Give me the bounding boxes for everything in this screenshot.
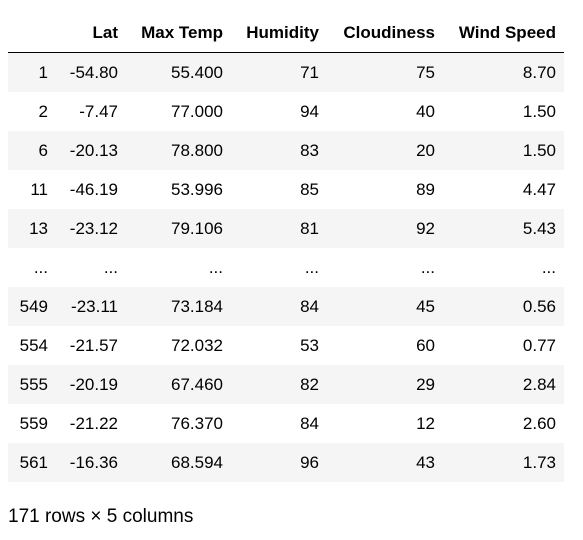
table-header: Lat Max Temp Humidity Cloudiness Wind Sp… (8, 14, 564, 53)
cell-wind-speed: 1.73 (443, 443, 564, 482)
cell-wind-speed: 4.47 (443, 170, 564, 209)
cell-max-temp: 77.000 (126, 92, 231, 131)
dataframe-table: Lat Max Temp Humidity Cloudiness Wind Sp… (8, 14, 564, 482)
cell-max-temp: 72.032 (126, 326, 231, 365)
cell-lat: -54.80 (56, 52, 126, 92)
cell-lat: -20.13 (56, 131, 126, 170)
index-header (8, 14, 56, 53)
cell-max-temp: 78.800 (126, 131, 231, 170)
table-row: 13 -23.12 79.106 81 92 5.43 (8, 209, 564, 248)
cell-wind-speed: 0.77 (443, 326, 564, 365)
column-header-max-temp: Max Temp (126, 14, 231, 53)
cell-humidity: 84 (231, 287, 327, 326)
column-header-cloudiness: Cloudiness (327, 14, 443, 53)
cell-lat: -16.36 (56, 443, 126, 482)
cell-cloudiness: 29 (327, 365, 443, 404)
table-row: 554 -21.57 72.032 53 60 0.77 (8, 326, 564, 365)
table-row: 2 -7.47 77.000 94 40 1.50 (8, 92, 564, 131)
cell-cloudiness: 40 (327, 92, 443, 131)
cell-max-temp: 68.594 (126, 443, 231, 482)
cell-wind-speed: 1.50 (443, 131, 564, 170)
cell-wind-speed: 0.56 (443, 287, 564, 326)
cell-cloudiness: ... (327, 248, 443, 287)
cell-lat: -23.12 (56, 209, 126, 248)
row-index: 11 (8, 170, 56, 209)
table-row: .................. (8, 248, 564, 287)
column-header-lat: Lat (56, 14, 126, 53)
cell-wind-speed: ... (443, 248, 564, 287)
row-index: 13 (8, 209, 56, 248)
cell-wind-speed: 8.70 (443, 52, 564, 92)
cell-max-temp: 76.370 (126, 404, 231, 443)
cell-humidity: 94 (231, 92, 327, 131)
cell-max-temp: 53.996 (126, 170, 231, 209)
row-index: 559 (8, 404, 56, 443)
table-row: 6 -20.13 78.800 83 20 1.50 (8, 131, 564, 170)
cell-lat: -46.19 (56, 170, 126, 209)
cell-wind-speed: 1.50 (443, 92, 564, 131)
table-row: 561 -16.36 68.594 96 43 1.73 (8, 443, 564, 482)
cell-cloudiness: 89 (327, 170, 443, 209)
cell-wind-speed: 5.43 (443, 209, 564, 248)
row-index: 6 (8, 131, 56, 170)
cell-lat: -21.22 (56, 404, 126, 443)
cell-humidity: 85 (231, 170, 327, 209)
cell-max-temp: 55.400 (126, 52, 231, 92)
cell-cloudiness: 12 (327, 404, 443, 443)
cell-cloudiness: 43 (327, 443, 443, 482)
cell-max-temp: ... (126, 248, 231, 287)
cell-humidity: 53 (231, 326, 327, 365)
cell-lat: -7.47 (56, 92, 126, 131)
table-shape-summary: 171 rows × 5 columns (8, 506, 194, 527)
cell-wind-speed: 2.60 (443, 404, 564, 443)
dataframe-output: Lat Max Temp Humidity Cloudiness Wind Sp… (8, 14, 564, 482)
cell-lat: -21.57 (56, 326, 126, 365)
header-row: Lat Max Temp Humidity Cloudiness Wind Sp… (8, 14, 564, 53)
row-index: 1 (8, 52, 56, 92)
row-index: 549 (8, 287, 56, 326)
row-index: 561 (8, 443, 56, 482)
cell-lat: -20.19 (56, 365, 126, 404)
cell-max-temp: 79.106 (126, 209, 231, 248)
row-index: 555 (8, 365, 56, 404)
cell-cloudiness: 92 (327, 209, 443, 248)
row-index: ... (8, 248, 56, 287)
table-row: 549 -23.11 73.184 84 45 0.56 (8, 287, 564, 326)
table-row: 11 -46.19 53.996 85 89 4.47 (8, 170, 564, 209)
cell-cloudiness: 60 (327, 326, 443, 365)
cell-humidity: ... (231, 248, 327, 287)
cell-humidity: 83 (231, 131, 327, 170)
cell-lat: ... (56, 248, 126, 287)
column-header-humidity: Humidity (231, 14, 327, 53)
cell-max-temp: 73.184 (126, 287, 231, 326)
table-row: 559 -21.22 76.370 84 12 2.60 (8, 404, 564, 443)
cell-humidity: 81 (231, 209, 327, 248)
cell-cloudiness: 20 (327, 131, 443, 170)
cell-max-temp: 67.460 (126, 365, 231, 404)
table-row: 555 -20.19 67.460 82 29 2.84 (8, 365, 564, 404)
row-index: 554 (8, 326, 56, 365)
cell-cloudiness: 45 (327, 287, 443, 326)
row-index: 2 (8, 92, 56, 131)
cell-lat: -23.11 (56, 287, 126, 326)
cell-humidity: 84 (231, 404, 327, 443)
cell-cloudiness: 75 (327, 52, 443, 92)
column-header-wind-speed: Wind Speed (443, 14, 564, 53)
cell-humidity: 96 (231, 443, 327, 482)
cell-wind-speed: 2.84 (443, 365, 564, 404)
cell-humidity: 82 (231, 365, 327, 404)
table-body: 1 -54.80 55.400 71 75 8.70 2 -7.47 77.000 94 40 1.5… (8, 52, 564, 482)
table-row: 1 -54.80 55.400 71 75 8.70 (8, 52, 564, 92)
cell-humidity: 71 (231, 52, 327, 92)
